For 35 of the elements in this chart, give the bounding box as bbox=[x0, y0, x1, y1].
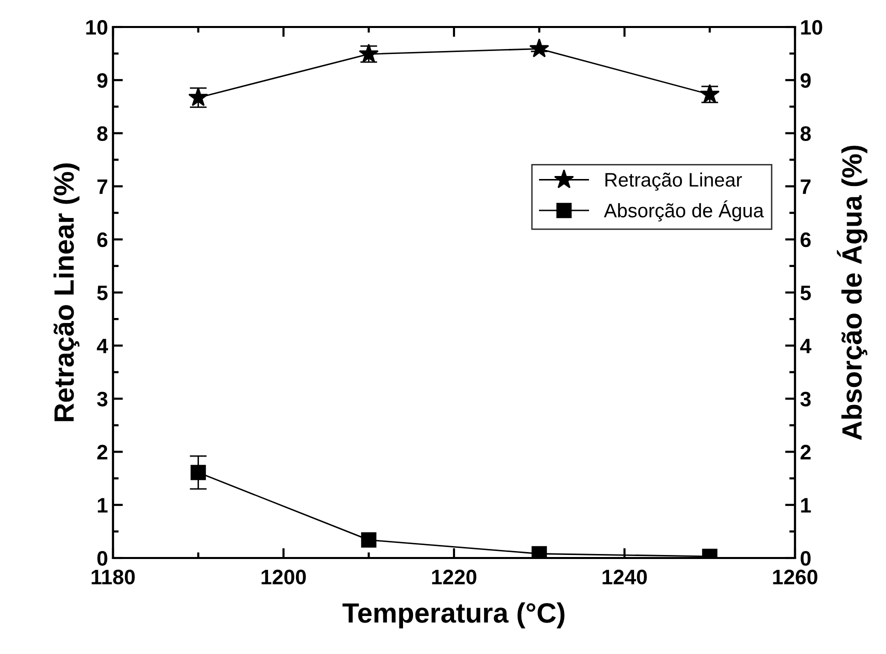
y2-tick-label: 5 bbox=[800, 286, 811, 300]
y2-tick-label: 7 bbox=[800, 180, 811, 194]
legend-label: Retração Linear bbox=[605, 172, 742, 191]
y-tick-label: 3 bbox=[97, 392, 108, 406]
y-tick-label: 1 bbox=[98, 498, 108, 512]
y-tick-label: 2 bbox=[97, 444, 108, 460]
x-tick-label: 1240 bbox=[602, 570, 647, 584]
legend-label: Absorção de Água bbox=[604, 200, 764, 222]
y2-tick-label: 9 bbox=[800, 73, 811, 88]
x-tick-label: 1260 bbox=[773, 570, 818, 584]
y-tick-label: 7 bbox=[97, 180, 108, 194]
point bbox=[529, 38, 550, 58]
y2-tick-label: 1 bbox=[801, 498, 811, 512]
y-tick-label: 9 bbox=[97, 73, 108, 88]
x-axis-title: Temperatura (°C) bbox=[342, 602, 564, 628]
x-tick-label: 1220 bbox=[432, 570, 476, 584]
y2-tick-label: 2 bbox=[800, 444, 811, 460]
y-axis-title: Retração Linear (%) bbox=[54, 163, 80, 422]
y2-tick-label: 4 bbox=[800, 338, 812, 354]
y2-tick-label: 3 bbox=[800, 392, 811, 406]
y-tick-label: 0 bbox=[97, 551, 108, 566]
y-tick-label: 4 bbox=[96, 338, 108, 354]
y2-axis-title: Absorção de Água (%) bbox=[836, 146, 868, 440]
y-tick-label: 10 bbox=[86, 20, 108, 35]
y2-tick-label: 10 bbox=[801, 20, 822, 35]
point bbox=[361, 532, 376, 548]
y2-tick-label: 0 bbox=[800, 551, 811, 566]
y-tick-label: 6 bbox=[97, 232, 108, 248]
y2-tick-label: 6 bbox=[800, 232, 811, 248]
x-tick-label: 1200 bbox=[262, 570, 306, 584]
point bbox=[190, 464, 206, 480]
y2-tick-label: 8 bbox=[800, 126, 811, 141]
y-tick-label: 8 bbox=[97, 126, 108, 141]
x-tick-label: 1180 bbox=[92, 570, 135, 584]
y-tick-label: 5 bbox=[97, 286, 108, 300]
